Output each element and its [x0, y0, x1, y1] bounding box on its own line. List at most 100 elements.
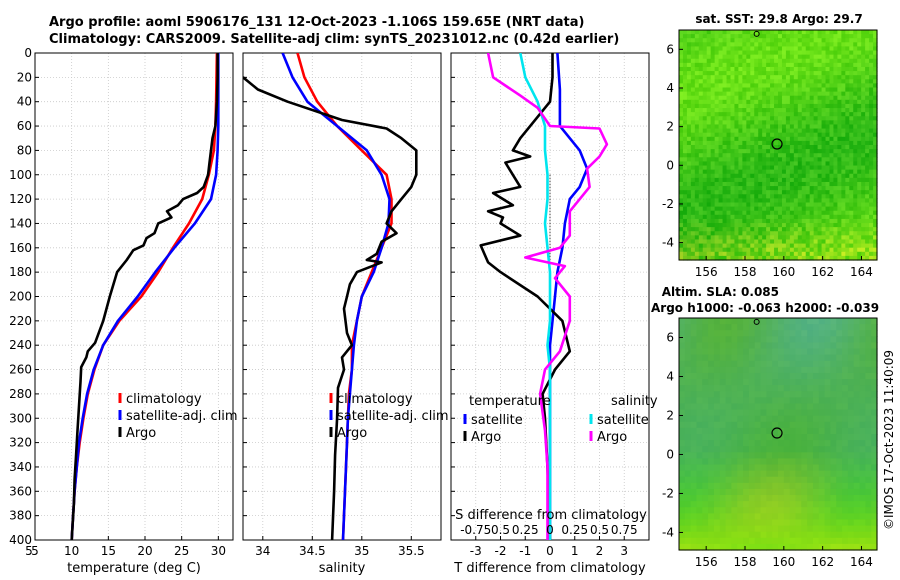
map-cell: [805, 42, 811, 48]
map-cell: [805, 95, 811, 101]
map-cell: [842, 403, 849, 411]
map-cell: [809, 124, 815, 130]
map-cell: [817, 140, 823, 146]
map-cell: [726, 255, 732, 261]
map-cell: [801, 446, 808, 453]
map-cell: [770, 128, 775, 134]
map-cell: [706, 38, 712, 43]
map-cell: [805, 231, 811, 236]
map-cell: [762, 186, 767, 191]
map-cell: [853, 476, 861, 484]
map-cell: [801, 79, 807, 84]
map-cell: [750, 214, 755, 220]
map-cell: [742, 223, 747, 228]
map-cell: [781, 210, 787, 216]
map-cell: [710, 145, 716, 150]
map-cell: [824, 397, 832, 405]
map-cell: [758, 30, 763, 35]
map-cell: [766, 190, 771, 195]
map-cell: [686, 62, 692, 68]
map-cell: [730, 46, 736, 52]
map-cell: [719, 391, 727, 398]
map-cell: [833, 181, 838, 187]
map-cell: [679, 519, 686, 527]
map-cell: [795, 372, 802, 380]
map-cell: [795, 318, 802, 325]
map-cell: [722, 62, 728, 68]
map-cell: [797, 91, 803, 97]
map-cell: [696, 409, 703, 417]
map-cell: [714, 50, 720, 56]
map-cell: [830, 336, 837, 344]
map-cell: [789, 165, 795, 171]
map-cell: [734, 194, 739, 199]
map-cell: [829, 116, 835, 121]
map-cell: [710, 71, 716, 76]
map-cell: [714, 116, 720, 121]
map-cell: [748, 348, 756, 356]
map-cell: [795, 482, 802, 490]
x-tick-label: 34: [255, 544, 270, 558]
map-cell: [809, 103, 815, 109]
map-cell: [748, 537, 756, 545]
map-cell: [836, 336, 843, 344]
map-cell: [766, 42, 771, 48]
map-cell: [746, 46, 751, 52]
map-cell: [805, 243, 811, 249]
map-cell: [809, 34, 815, 39]
map-cell: [694, 202, 700, 208]
map-cell: [754, 38, 759, 43]
map-cell: [842, 434, 849, 441]
map-cell: [818, 397, 826, 405]
map-cell: [847, 440, 855, 447]
map-cell: [702, 330, 709, 337]
map-cell: [694, 58, 700, 64]
map-cell: [698, 218, 704, 224]
map-cell: [750, 255, 755, 261]
map-cell: [829, 255, 835, 261]
map-cell: [696, 476, 703, 484]
map-cell: [684, 519, 692, 527]
map-cell: [766, 116, 771, 121]
map-cell: [857, 165, 862, 171]
map-cell: [770, 30, 775, 35]
map-cell: [730, 149, 736, 154]
map-cell: [698, 62, 704, 68]
map-cell: [750, 223, 755, 228]
map-cell: [849, 46, 854, 52]
map-cell: [702, 397, 709, 405]
map-cell: [837, 210, 842, 216]
map-cell: [809, 83, 815, 89]
map-cell: [830, 458, 837, 466]
map-cell: [865, 239, 870, 245]
map-cell: [746, 58, 751, 64]
map-cell: [770, 214, 775, 220]
map-cell: [809, 108, 815, 113]
map-cell: [857, 235, 862, 241]
map-cell: [797, 255, 803, 261]
map-cell: [682, 235, 688, 241]
map-cell: [833, 50, 838, 56]
map-cell: [865, 379, 872, 386]
map-cell: [809, 149, 815, 154]
map-cell: [708, 464, 715, 472]
map-cell: [789, 218, 795, 224]
map-cell: [805, 66, 811, 72]
map-cell: [841, 42, 846, 48]
map-cell: [690, 360, 698, 368]
map-cell: [762, 54, 767, 60]
map-cell: [690, 513, 698, 521]
map-cell: [770, 58, 775, 64]
map-cell: [774, 194, 779, 199]
map-cell: [809, 186, 815, 191]
map-cell: [706, 223, 712, 228]
map-cell: [679, 348, 686, 356]
map-cell: [726, 34, 732, 39]
map-cell: [760, 330, 767, 337]
map-cell: [859, 458, 866, 466]
map-cell: [746, 71, 751, 76]
map-cell: [801, 181, 807, 187]
map-cell: [742, 231, 747, 236]
map-cell: [801, 161, 807, 167]
map-cell: [807, 495, 814, 502]
